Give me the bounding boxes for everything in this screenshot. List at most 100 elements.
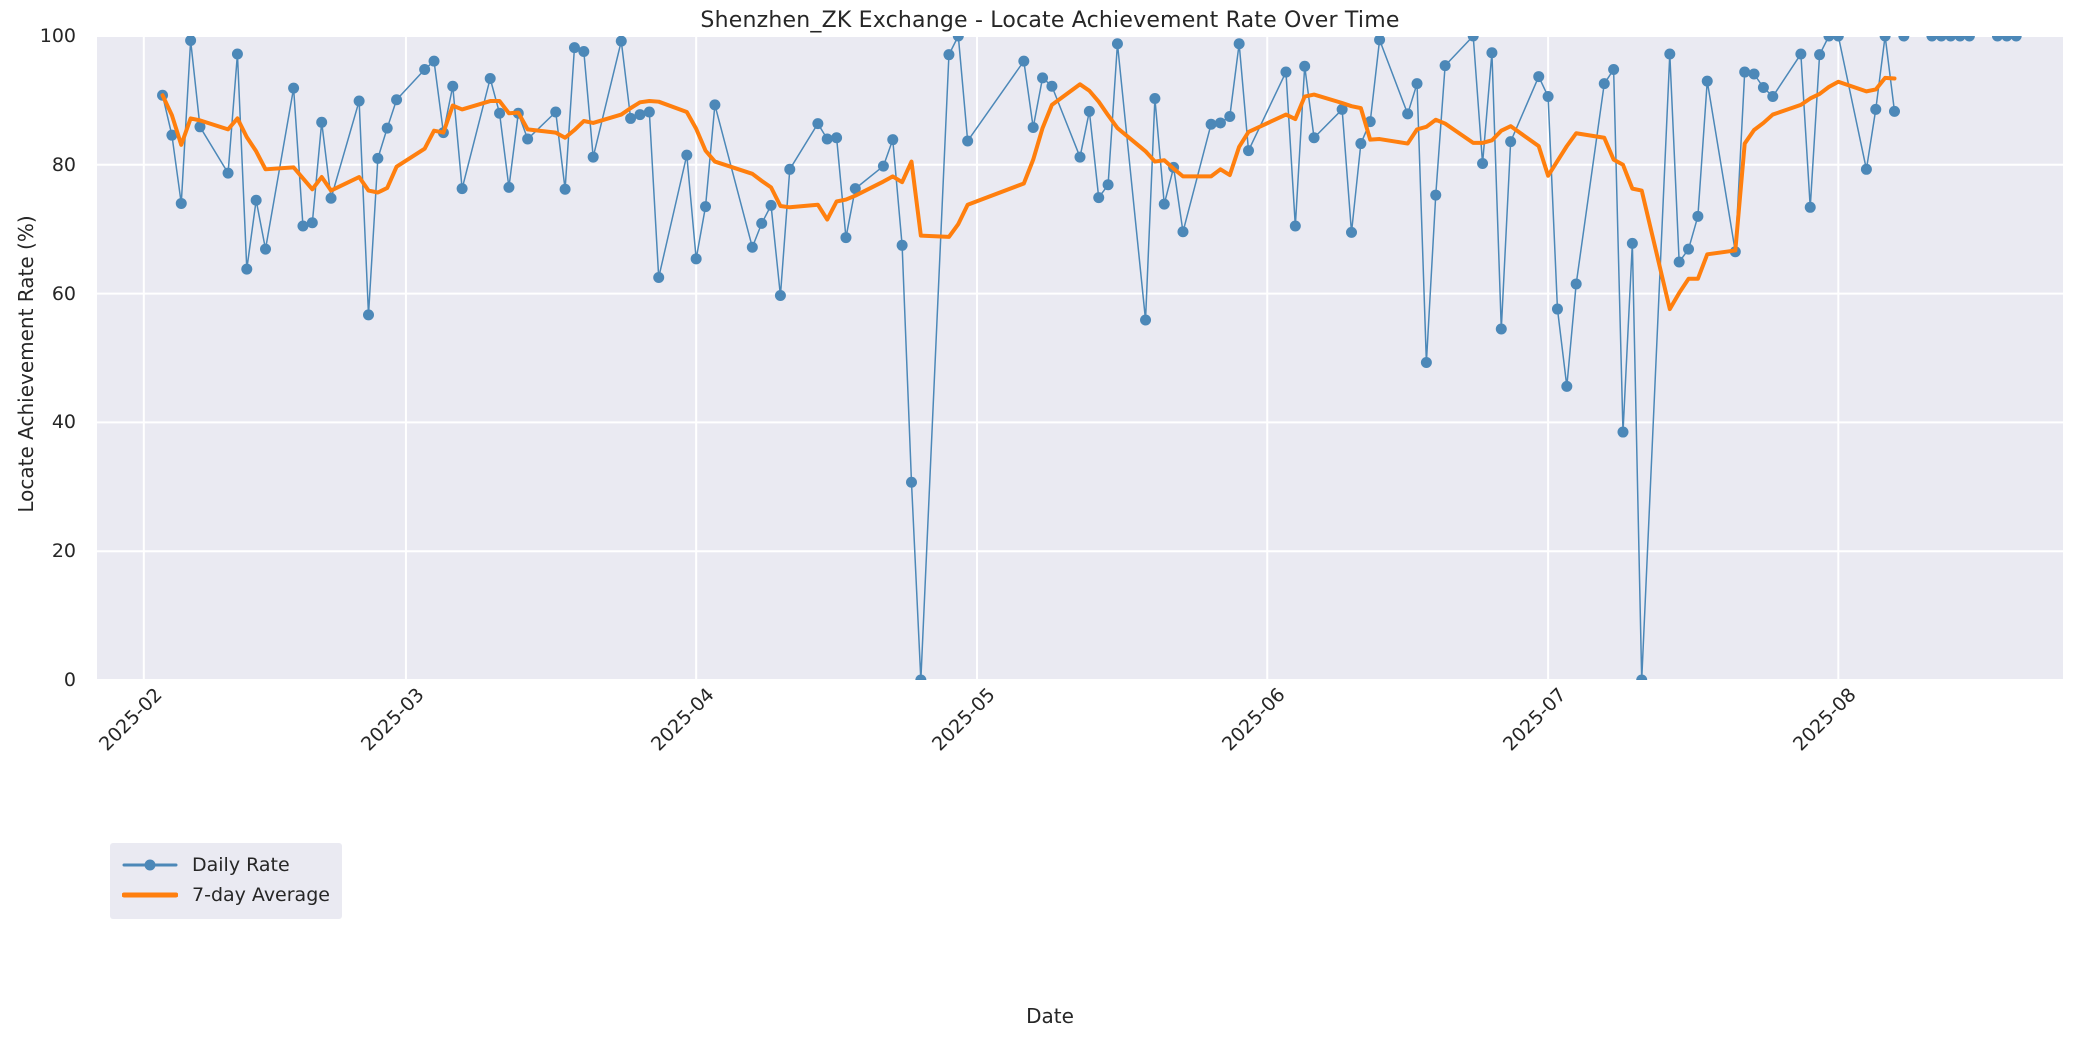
data-point-marker [681, 149, 693, 161]
data-point-marker [1757, 82, 1769, 94]
data-point-marker [1477, 158, 1489, 170]
y-tick-label: 0 [63, 669, 76, 691]
data-point-marker [1299, 60, 1311, 72]
data-point-marker [643, 106, 655, 118]
data-point-marker [185, 36, 197, 47]
data-point-marker [1701, 75, 1713, 87]
data-point-marker [756, 217, 768, 229]
data-point-marker [306, 217, 318, 229]
data-point-marker [578, 45, 590, 57]
data-point-marker [849, 183, 861, 195]
data-point-marker [419, 63, 431, 75]
data-point-marker [559, 183, 571, 195]
data-point-marker [1374, 36, 1386, 46]
data-point-marker [550, 106, 562, 118]
data-point-marker [1430, 189, 1442, 201]
data-point-marker [325, 192, 337, 204]
data-point-marker [1214, 117, 1226, 129]
data-point-marker [700, 201, 712, 213]
data-series-layer [157, 36, 2022, 680]
data-point-marker [784, 163, 796, 175]
data-point-marker [1355, 138, 1367, 150]
y-tick-label: 20 [51, 540, 76, 563]
data-point-marker [765, 199, 777, 211]
data-point-marker [194, 121, 206, 133]
x-tick-label: 2025-02 [94, 683, 167, 756]
data-point-marker [653, 272, 665, 283]
data-point-marker [1739, 66, 1751, 78]
data-point-marker [1767, 91, 1779, 103]
data-point-marker [1411, 78, 1423, 90]
data-point-marker [1963, 36, 1975, 42]
data-point-marker [1102, 179, 1114, 191]
data-point-marker [316, 116, 328, 128]
data-point-marker [625, 112, 637, 124]
data-point-marker [494, 107, 506, 119]
y-tick-label: 100 [39, 25, 76, 47]
data-point-marker [1626, 237, 1638, 249]
data-point-marker [1346, 226, 1357, 238]
data-point-marker [1888, 105, 1900, 117]
data-point-marker [1018, 55, 1030, 67]
data-point-marker [877, 160, 889, 172]
data-point-marker [1149, 92, 1161, 104]
y-tick-label: 40 [51, 411, 76, 434]
data-point-marker [1617, 426, 1629, 438]
data-point-marker [1233, 38, 1245, 50]
data-point-marker [297, 220, 309, 232]
data-point-marker [896, 239, 908, 251]
y-tick-label: 80 [51, 153, 76, 176]
data-point-marker [363, 309, 374, 321]
y-axis-label: Locate Achievement Rate (%) [14, 215, 38, 513]
data-point-marker [175, 197, 187, 209]
data-point-marker [250, 194, 262, 206]
data-point-marker [353, 95, 365, 107]
x-tick-label: 2025-06 [1218, 683, 1290, 756]
data-point-marker [1467, 36, 1479, 42]
legend-item-daily-rate[interactable]: Daily Rate [122, 850, 330, 880]
x-tick-label: 2025-04 [647, 683, 719, 756]
data-point-marker [1636, 674, 1648, 680]
data-point-marker [1608, 63, 1620, 75]
legend-swatch-icon [122, 854, 178, 876]
data-point-marker [690, 253, 702, 265]
data-point-marker [831, 132, 843, 144]
data-point-marker [1926, 36, 1938, 42]
data-point-marker [391, 94, 403, 106]
data-point-marker [840, 232, 852, 244]
data-point-marker [962, 135, 974, 147]
data-point-marker [774, 290, 786, 302]
data-point-marker [1027, 121, 1039, 133]
data-point-marker [1945, 36, 1957, 42]
data-point-marker [1336, 103, 1348, 115]
data-point-marker [1243, 145, 1255, 157]
data-point-marker [905, 476, 917, 488]
legend-item-seven-day-average[interactable]: 7-day Average [121, 880, 330, 910]
data-point-marker [1898, 36, 1910, 42]
data-point-marker [241, 263, 253, 275]
data-point-marker [1074, 151, 1086, 163]
data-point-marker [615, 36, 627, 47]
data-point-marker [1093, 192, 1105, 204]
data-point-marker [484, 73, 496, 84]
data-point-marker [222, 167, 234, 179]
data-point-marker [1860, 163, 1872, 175]
data-point-marker [456, 183, 468, 195]
data-point-marker [709, 99, 721, 111]
data-point-marker [1140, 314, 1152, 326]
data-point-marker [1551, 303, 1563, 315]
data-point-marker [1111, 38, 1123, 50]
data-point-marker [746, 241, 758, 253]
x-tick-label: 2025-05 [927, 683, 1000, 756]
x-tick-label: 2025-07 [1499, 683, 1571, 756]
data-point-marker [1420, 357, 1432, 369]
y-tick-label: 60 [51, 282, 76, 305]
data-point-marker [952, 36, 964, 42]
chart-legend: Daily Rate 7-day Average [110, 843, 342, 919]
data-point-marker [372, 152, 384, 164]
data-point-marker [1083, 105, 1095, 117]
data-point-marker [1037, 72, 1049, 84]
data-point-marker [1280, 66, 1292, 78]
data-point-marker [568, 42, 580, 54]
data-point-marker [1935, 36, 1947, 42]
